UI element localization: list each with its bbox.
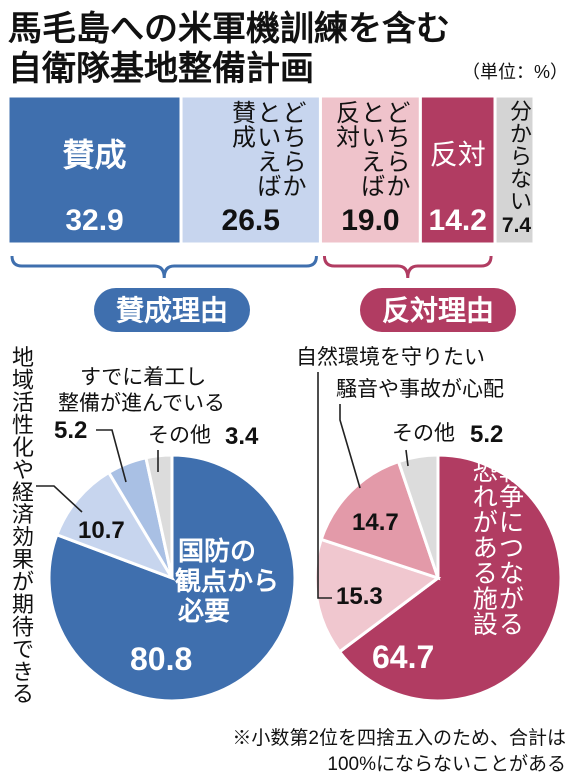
pie-label: 国防の xyxy=(178,536,256,566)
bar-segment xyxy=(493,94,536,246)
bar-value-label: 32.9 xyxy=(65,204,123,237)
stacked-bar: 32.9 26.5 19.0 14.2 7.4 賛成 どちらかといえば賛成どちらかといえば反… xyxy=(6,94,536,246)
pie-value-label: 5.2 xyxy=(54,417,87,444)
brackets: 賛成理由 反対理由 xyxy=(10,255,516,332)
pie-value-label: 64.7 xyxy=(372,639,434,675)
bar-category-label: 賛成 xyxy=(63,137,127,173)
leader-line xyxy=(339,404,361,489)
pie-label: 観点から xyxy=(175,566,279,596)
bar-value-label: 26.5 xyxy=(222,204,280,237)
oppose-reasons-pill-text: 反対理由 xyxy=(382,295,494,326)
leader-line xyxy=(96,429,127,483)
support-reasons-pill-text: 賛成理由 xyxy=(116,295,228,326)
pie-slice xyxy=(54,470,176,581)
pie-slice xyxy=(144,453,174,579)
pie-value-label: 5.2 xyxy=(470,421,503,448)
pie-value-label: 3.4 xyxy=(225,423,259,450)
pie-value-label: 14.7 xyxy=(352,509,399,536)
pie-value-label: 15.3 xyxy=(336,583,383,610)
pie-label: その他 xyxy=(148,424,211,447)
support-reasons-pie xyxy=(47,453,297,703)
bar-segment xyxy=(179,94,322,246)
title-line-1: 馬毛島への米軍機訓練を含む xyxy=(8,10,450,48)
leader-line xyxy=(36,485,83,513)
bar-value-label: 7.4 xyxy=(502,214,532,237)
pie-label: 地域活性化や経済効果が期待できる xyxy=(12,345,34,707)
pie-value-label: 80.8 xyxy=(130,641,192,677)
pie-label: その他 xyxy=(392,422,455,445)
oppose-bracket xyxy=(322,255,493,279)
bar-category-label: どちらかといえば賛成 xyxy=(232,100,306,200)
footnote-line-2: 100%にならないことがある xyxy=(327,753,566,775)
pie-label: 騒音や事故が心配 xyxy=(336,378,504,401)
pie-slice xyxy=(313,537,442,654)
unit-label: （単位：%） xyxy=(462,62,568,82)
pie-label: 戦争につながる恐れがある施設 xyxy=(473,458,524,639)
pie-slice xyxy=(396,453,440,579)
bar-category-label: 反対 xyxy=(430,139,486,170)
leader-line xyxy=(405,449,409,467)
bar-category-label: 分からない xyxy=(510,99,532,214)
leader-line xyxy=(317,372,332,599)
pie-label: 整備が進んでいる xyxy=(58,392,225,415)
bar-segment xyxy=(6,94,183,246)
oppose-reasons-pill xyxy=(360,288,516,332)
bar-value-label: 14.2 xyxy=(429,204,487,237)
footnote-line-1: ※小数第2位を四捨五入のため、合計は xyxy=(232,727,566,749)
pie-label: すでに着工し xyxy=(80,366,206,389)
bar-value-label: 19.0 xyxy=(341,204,399,237)
bar-category-label: どちらかといえば反対 xyxy=(336,100,410,200)
pie-label: 必要 xyxy=(178,596,230,626)
pie-value-label: 10.7 xyxy=(78,517,125,544)
support-reasons-pill xyxy=(94,288,250,332)
bar-segment xyxy=(318,94,422,246)
pie-label: 自然環境を守りたい xyxy=(296,346,485,369)
pie-slice xyxy=(337,453,563,703)
pie-slice xyxy=(319,459,441,581)
oppose-reasons-pie xyxy=(313,453,563,703)
support-bracket xyxy=(10,255,318,279)
title-line-2: 自衛隊基地整備計画 xyxy=(8,50,314,88)
